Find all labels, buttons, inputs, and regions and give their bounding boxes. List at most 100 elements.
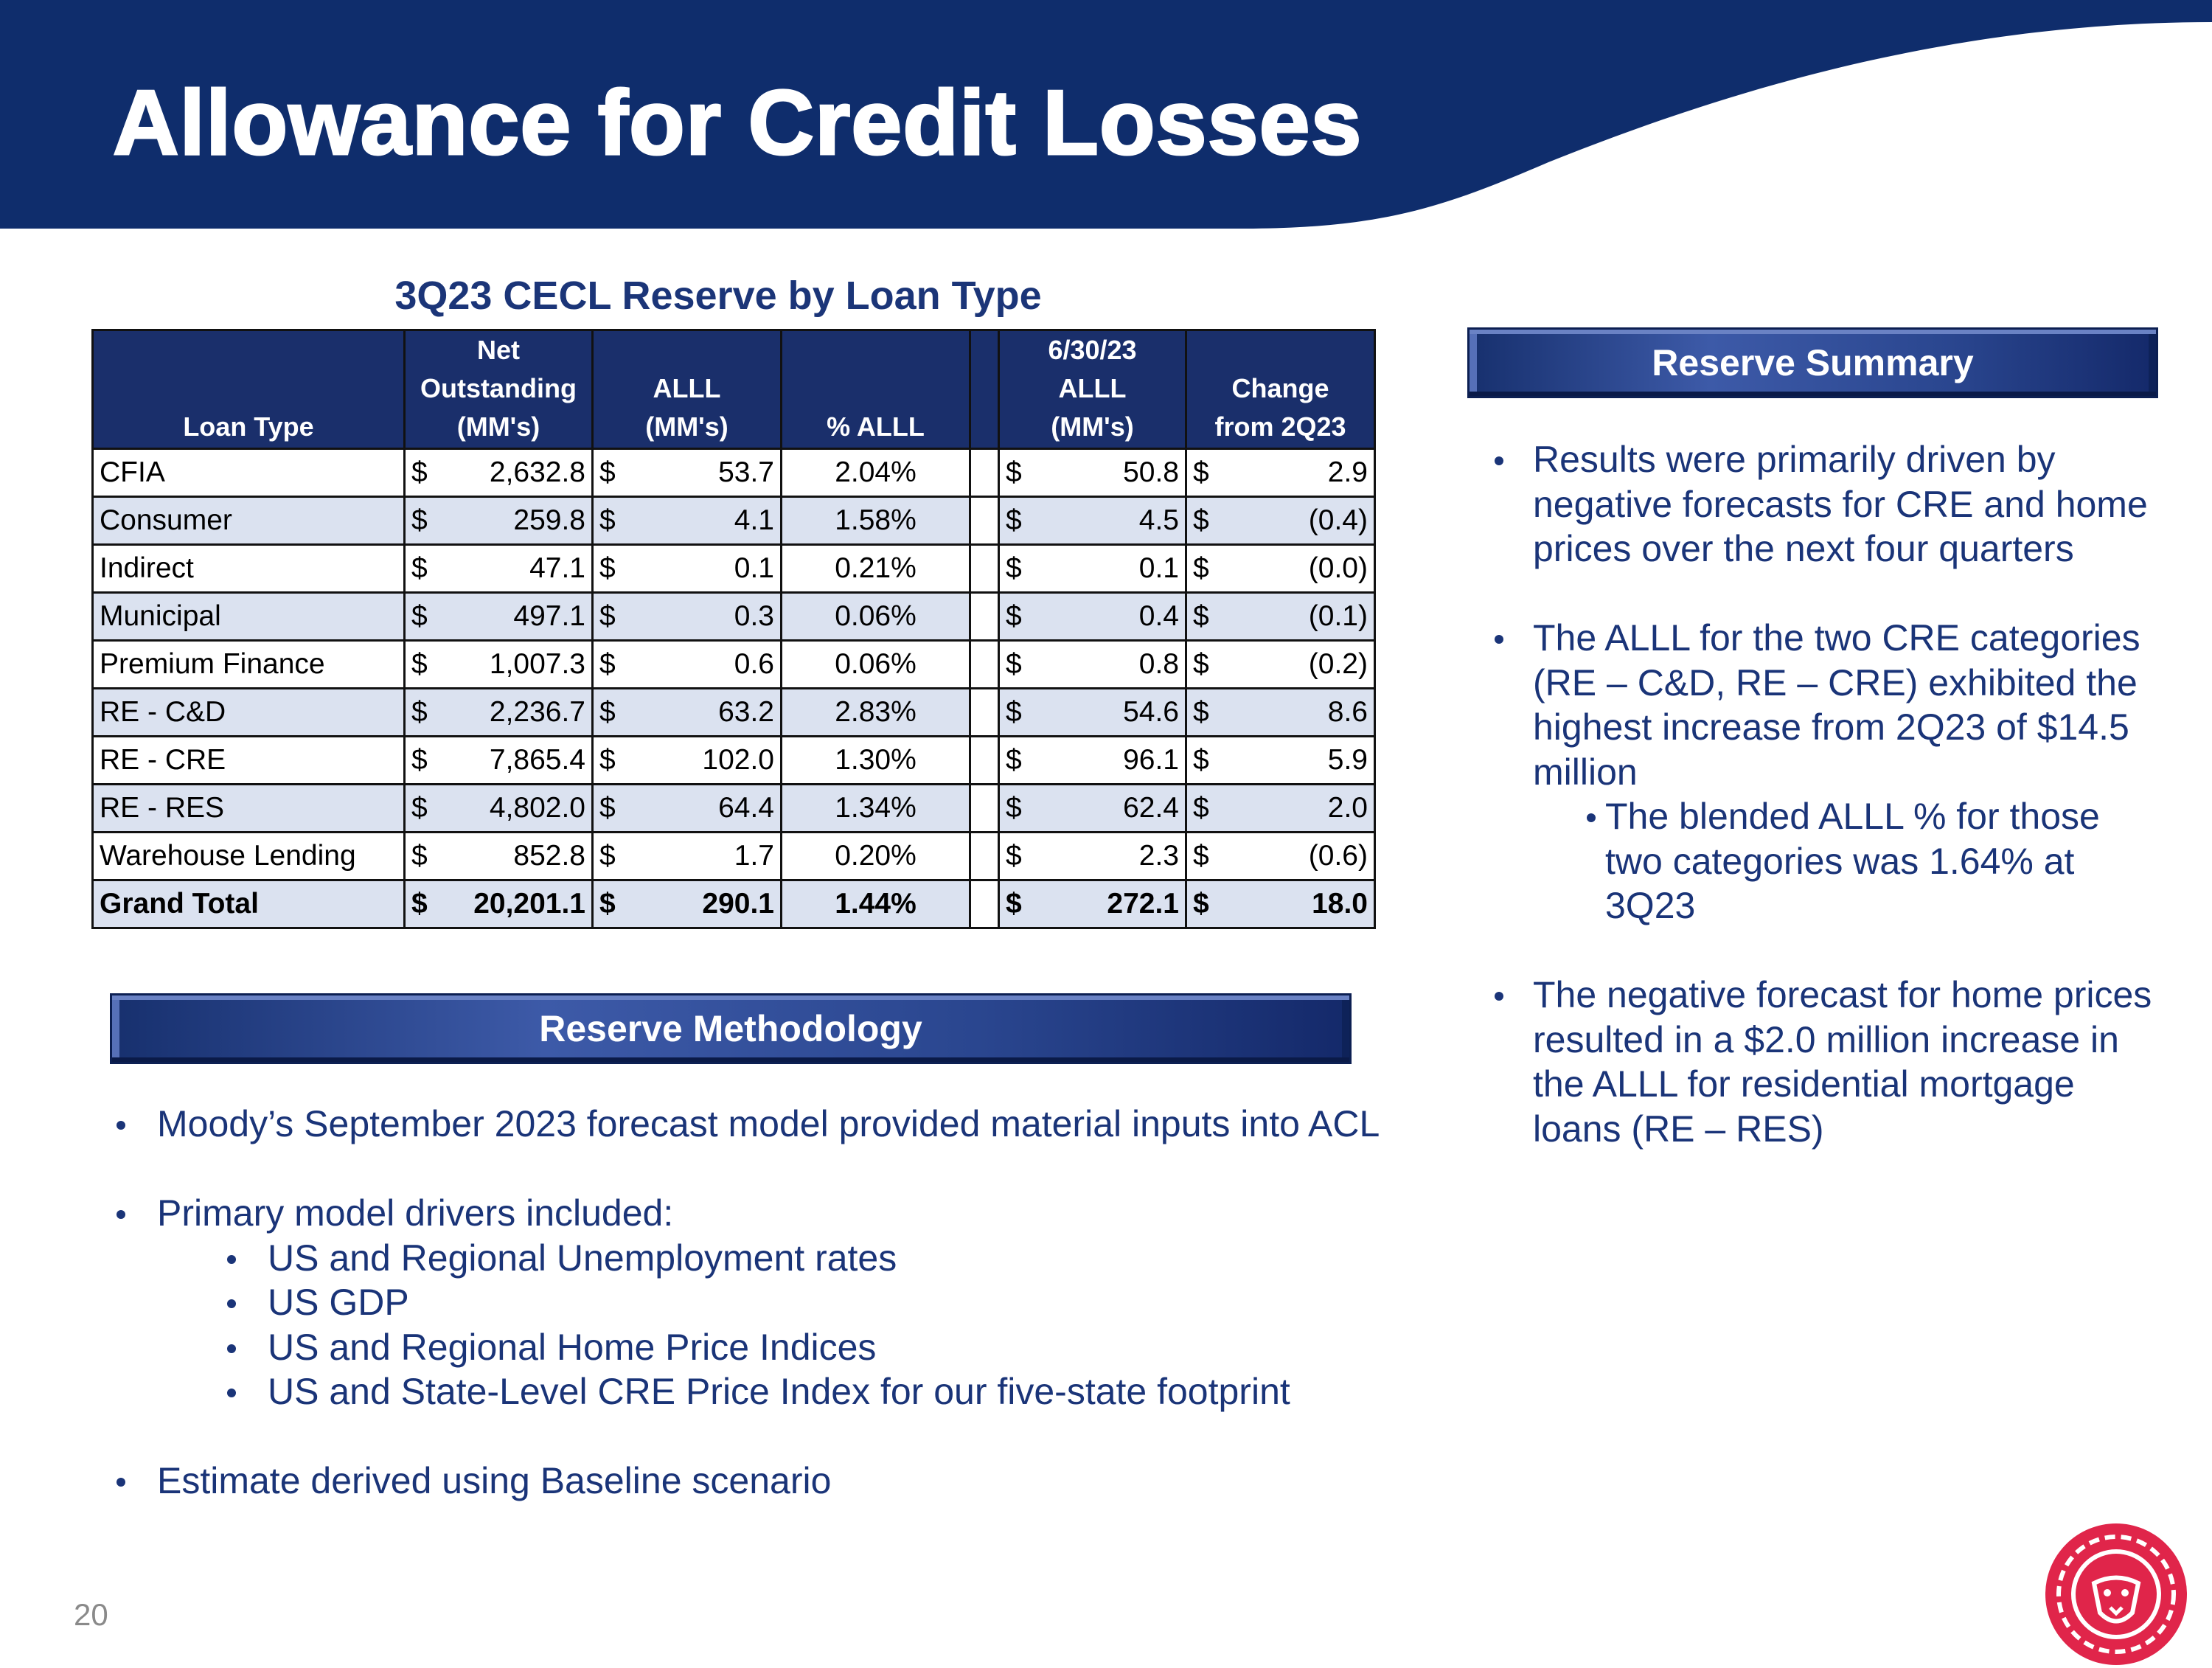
sub-bullet-text: The blended ALLL % for those two categor… [1605, 796, 2100, 926]
currency-symbol: $ [411, 648, 428, 680]
loan-type: Municipal [100, 600, 221, 632]
spacer-cell [969, 831, 1000, 881]
table-cell: $4,802.0 [403, 783, 594, 833]
table-cell: $1,007.3 [403, 639, 594, 689]
money: $2.0 [1193, 792, 1368, 824]
cell-value: 272.1 [1107, 888, 1179, 920]
bullet [227, 1389, 236, 1397]
money: $47.1 [411, 552, 585, 585]
bullet-text: Results were primarily driven by negativ… [1533, 439, 2148, 569]
header-band [0, 0, 2212, 229]
header-line: Net [476, 335, 520, 365]
money: $54.6 [1006, 696, 1179, 729]
money: $2.9 [1193, 456, 1368, 489]
cell-value: (0.4) [1308, 504, 1368, 536]
money: $2,632.8 [411, 456, 585, 489]
loan-type: RE - RES [100, 792, 225, 824]
cell-value: 1.44% [835, 888, 917, 920]
spacer-cell [969, 687, 1000, 737]
bullet [116, 1478, 125, 1487]
sub-bullet-item: US and State-Level CRE Price Index for o… [116, 1369, 1414, 1414]
table-row: CFIA $2,632.8 $53.7 2.04% $50.8 $2.9 [91, 448, 1376, 498]
currency-symbol: $ [599, 744, 616, 776]
cell-value: 0.20% [835, 840, 917, 872]
money: $259.8 [411, 504, 585, 537]
money: $4.5 [1006, 504, 1179, 537]
table-cell: $20,201.1 [403, 879, 594, 929]
cell-value: 4.1 [734, 504, 774, 536]
table-cell: Indirect [91, 543, 406, 594]
loan-type: RE - CRE [100, 744, 226, 776]
money: $7,865.4 [411, 744, 585, 776]
table-cell: $7,865.4 [403, 735, 594, 785]
cell-value: 0.4 [1138, 600, 1179, 632]
money: $2,236.7 [411, 696, 585, 729]
methodology-heading: Reserve Methodology [110, 993, 1352, 1064]
loan-type: Warehouse Lending [100, 840, 356, 872]
currency-symbol: $ [411, 888, 428, 920]
cell-value: 2.83% [835, 696, 917, 728]
table-cell: 0.06% [780, 639, 971, 689]
table-row: Premium Finance $1,007.3 $0.6 0.06% $0.8 $ (0.… [91, 639, 1376, 689]
cell-value: 102.0 [702, 744, 774, 776]
currency-symbol: $ [1006, 840, 1022, 872]
cell-value: 63.2 [718, 696, 774, 728]
cell-value: 62.4 [1123, 792, 1179, 824]
money: $1.7 [599, 840, 774, 872]
table-cell: $64.4 [591, 783, 782, 833]
table-cell: $50.8 [998, 448, 1187, 498]
table-cell: $2.9 [1185, 448, 1376, 498]
money: $ (0.0) [1193, 552, 1368, 585]
cell-value: 47.1 [529, 552, 585, 584]
currency-symbol: $ [411, 744, 428, 776]
spacer-cell [969, 783, 1000, 833]
bullet [116, 1210, 125, 1219]
bullet [1495, 635, 1503, 644]
cell-value: 54.6 [1123, 696, 1179, 728]
cell-value: 2.3 [1138, 840, 1179, 872]
table-cell: $497.1 [403, 591, 594, 642]
cell-value: 0.1 [734, 552, 774, 584]
currency-symbol: $ [1006, 600, 1022, 632]
money: $8.6 [1193, 696, 1368, 729]
header-line: from 2Q23 [1214, 411, 1346, 442]
table-cell: $0.1 [998, 543, 1187, 594]
header-line: (MM's) [645, 411, 728, 442]
money: $0.4 [1006, 600, 1179, 633]
table-cell: 0.21% [780, 543, 971, 594]
table-cell: $54.6 [998, 687, 1187, 737]
currency-symbol: $ [1006, 888, 1022, 920]
cell-value: 18.0 [1312, 888, 1368, 920]
bullet-text: Moody’s September 2023 forecast model pr… [157, 1103, 1380, 1144]
currency-symbol: $ [411, 840, 428, 872]
table-cell: $4.5 [998, 496, 1187, 546]
money: $ (0.1) [1193, 600, 1368, 633]
currency-symbol: $ [1193, 888, 1209, 920]
column-header: 6/30/23 ALLL (MM's) [998, 329, 1187, 450]
table-row: Indirect $47.1 $0.1 0.21% $0.1 $ (0.0) [91, 543, 1376, 594]
page-number: 20 [74, 1597, 108, 1632]
money: $64.4 [599, 792, 774, 824]
methodology-list: Moody’s September 2023 forecast model pr… [116, 1102, 1414, 1548]
currency-symbol: $ [599, 840, 616, 872]
currency-symbol: $ [411, 696, 428, 728]
table-cell: $1.7 [591, 831, 782, 881]
table-cell: 2.83% [780, 687, 971, 737]
cell-value: 0.6 [734, 648, 774, 680]
cell-value: 64.4 [718, 792, 774, 824]
cell-value: 2,632.8 [489, 456, 585, 488]
cell-value: (0.6) [1308, 840, 1368, 872]
currency-symbol: $ [1006, 504, 1022, 536]
spacer-cell [969, 543, 1000, 594]
column-header: Change from 2Q23 [1185, 329, 1376, 450]
column-header: ALLL (MM's) [591, 329, 782, 450]
table-cell: 1.58% [780, 496, 971, 546]
header-line: (MM's) [456, 411, 540, 442]
bullet [227, 1254, 236, 1264]
bullet-item: Estimate derived using Baseline scenario [116, 1459, 1414, 1504]
currency-symbol: $ [1006, 744, 1022, 776]
cell-value: 1,007.3 [489, 648, 585, 680]
loan-type: CFIA [100, 456, 165, 488]
currency-symbol: $ [1193, 456, 1209, 488]
money: $18.0 [1193, 888, 1368, 920]
